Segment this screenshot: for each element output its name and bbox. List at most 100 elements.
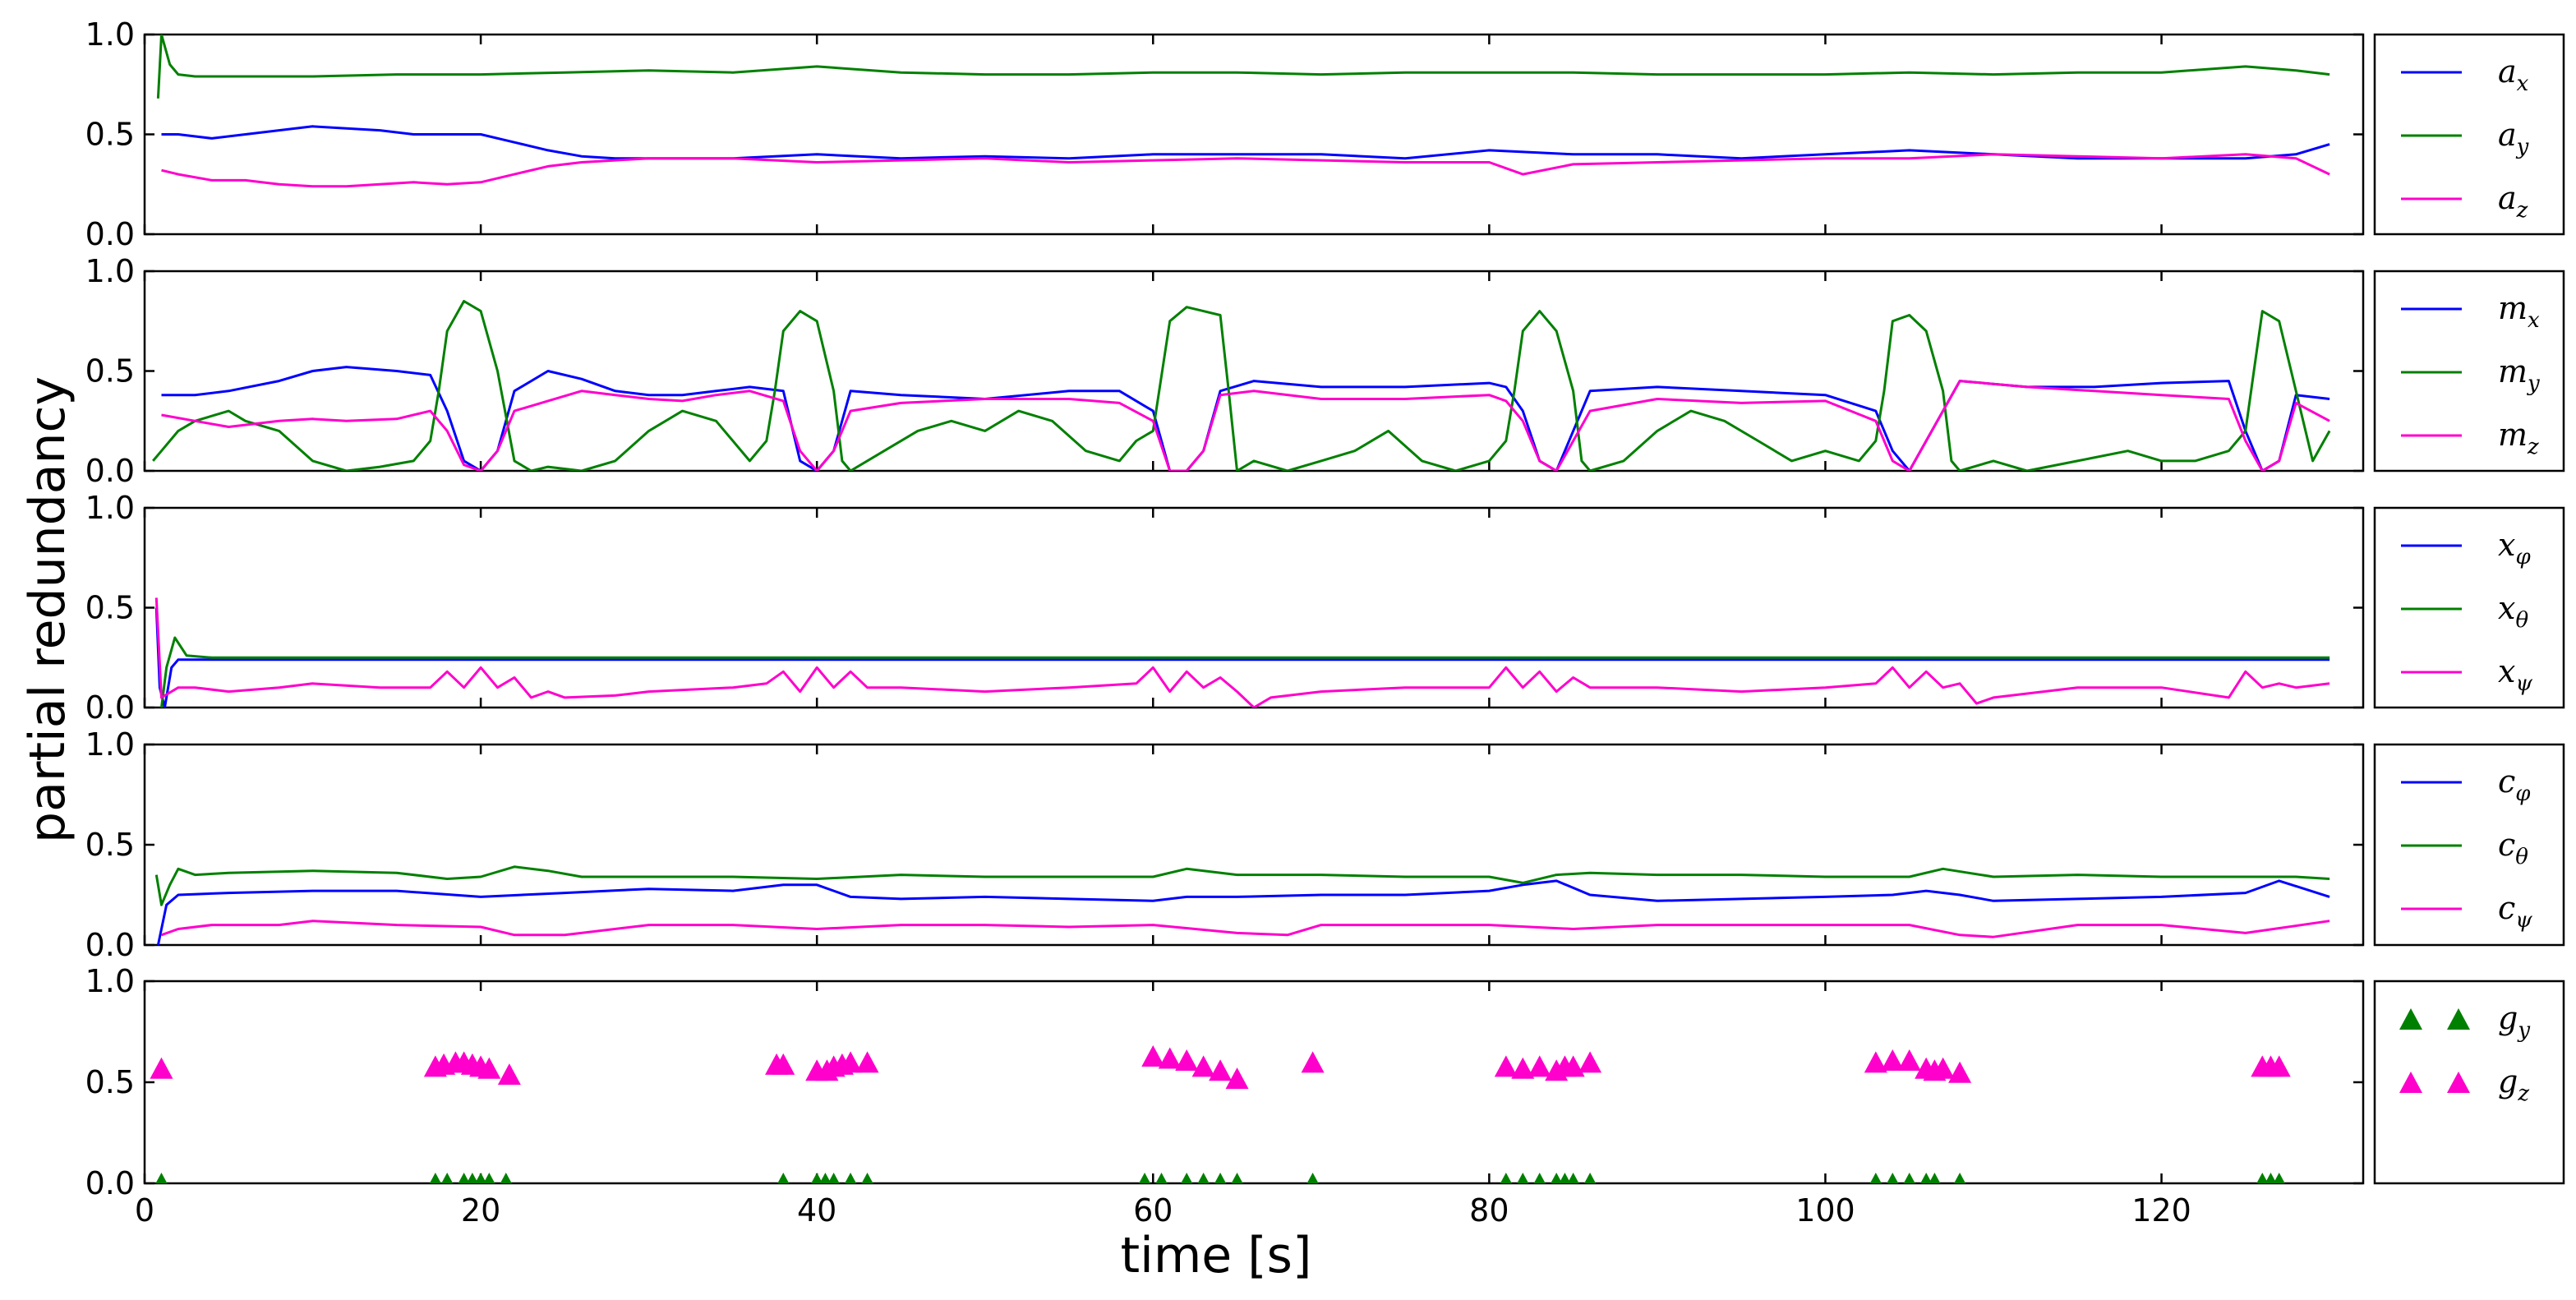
scatter-point-gy	[483, 1173, 495, 1183]
scatter-point-gz	[1158, 1047, 1182, 1069]
legend-label: mz	[2498, 417, 2539, 459]
legend-label: cφ	[2498, 763, 2531, 806]
legend-marker	[2399, 1008, 2422, 1030]
legend-marker	[2447, 1008, 2470, 1030]
scatter-point-gy	[429, 1173, 441, 1183]
scatter-point-gz	[1931, 1057, 1955, 1079]
scatter-point-gz	[1225, 1067, 1249, 1090]
legend-label: mx	[2498, 290, 2540, 333]
series-line-xθ	[160, 636, 2330, 708]
scatter-point-gy	[1533, 1173, 1546, 1183]
scatter-point-gy	[1887, 1173, 1899, 1183]
scatter-point-gz	[1141, 1045, 1165, 1067]
series-line-ax	[161, 125, 2330, 160]
scatter-point-gy	[2256, 1173, 2269, 1183]
scatter-point-gy	[1869, 1173, 1882, 1183]
scatter-point-gz	[1175, 1049, 1199, 1071]
y-tick-label: 1.0	[85, 253, 135, 289]
scatter-point-gz	[839, 1051, 863, 1073]
legend-label: xψ	[2498, 653, 2532, 696]
scatter-point-gy	[811, 1173, 823, 1183]
scatter-point-gy	[1920, 1173, 1933, 1183]
legend-marker	[2399, 1072, 2422, 1093]
scatter-point-gz	[1897, 1049, 1921, 1071]
series-line-xφ	[154, 607, 2330, 708]
series-line-cφ	[156, 879, 2330, 945]
scatter-point-gz	[1948, 1061, 1972, 1083]
panel-m: 0.0 0.5 1.0 mx my mz	[85, 253, 2565, 489]
x-tick-label: 60	[1133, 1192, 1173, 1229]
scatter-point-gy	[475, 1173, 487, 1183]
scatter-point-gy	[845, 1173, 857, 1183]
x-tick-label: 120	[2131, 1192, 2191, 1229]
y-tick-label: 0.0	[85, 453, 135, 489]
scatter-point-gz	[1578, 1051, 1602, 1073]
x-tick-label: 100	[1795, 1192, 1855, 1229]
legend-label: gz	[2498, 1063, 2529, 1106]
scatter-point-gy	[1584, 1173, 1597, 1183]
legend-x: xφ xθ xψ	[2373, 506, 2565, 709]
y-axis-label: partial redundancy	[19, 376, 76, 843]
scatter-point-gz	[2267, 1055, 2291, 1077]
series-group	[156, 35, 2330, 188]
scatter-point-gy	[1567, 1173, 1579, 1183]
y-tick-label: 0.5	[85, 827, 135, 863]
legend-label: cθ	[2498, 827, 2528, 869]
scatter-point-gy	[827, 1173, 840, 1183]
scatter-point-gy	[2273, 1173, 2285, 1183]
legend-m: mx my mz	[2373, 270, 2565, 473]
y-tick-label: 1.0	[85, 16, 135, 53]
scatter-point-gy	[1903, 1173, 1915, 1183]
scatter-point-gy	[1500, 1173, 1512, 1183]
series-group	[150, 1045, 2291, 1183]
scatter-point-gy	[1306, 1173, 1319, 1183]
plot-area	[143, 980, 2365, 1185]
scatter-point-gy	[466, 1173, 478, 1183]
scatter-point-gz	[1561, 1055, 1585, 1077]
scatter-point-gy	[777, 1173, 790, 1183]
scatter-point-gy	[1929, 1173, 1941, 1183]
scatter-point-gz	[1881, 1049, 1905, 1071]
x-tick-label: 20	[461, 1192, 500, 1229]
plot-area	[143, 506, 2365, 709]
x-axis-label: time [s]	[1121, 1227, 1312, 1284]
legend-label: xφ	[2498, 527, 2531, 569]
scatter-point-gz	[150, 1057, 173, 1079]
series-group	[154, 865, 2330, 945]
legend-label: xθ	[2498, 590, 2528, 633]
y-tick-label: 0.5	[85, 590, 135, 626]
legend-label: az	[2498, 180, 2528, 223]
scatter-point-gy	[1181, 1173, 1193, 1183]
scatter-point-gz	[497, 1063, 521, 1086]
y-tick-label: 0.0	[85, 216, 135, 252]
x-tick-label: 80	[1469, 1192, 1509, 1229]
plot-area	[143, 270, 2365, 473]
plot-area	[143, 743, 2365, 947]
plot-area	[143, 33, 2365, 236]
y-tick-label: 0.5	[85, 353, 135, 390]
panel-x: 0.0 0.5 1.0 xφ xθ xψ	[85, 490, 2565, 726]
legend-marker	[2447, 1072, 2470, 1093]
scatter-point-gy	[1954, 1173, 1966, 1183]
series-line-ay	[156, 35, 2330, 99]
y-tick-label: 0.0	[85, 1165, 135, 1201]
scatter-point-gy	[1517, 1173, 1529, 1183]
scatter-point-gy	[1197, 1173, 1210, 1183]
series-line-xψ	[154, 597, 2330, 708]
legend-c: cφ cθ cψ	[2373, 743, 2565, 947]
scatter-point-gy	[1231, 1173, 1243, 1183]
series-line-cθ	[154, 865, 2330, 906]
scatter-point-gz	[855, 1051, 879, 1073]
x-tick-label: 40	[797, 1192, 836, 1229]
legend-box	[2373, 980, 2565, 1185]
scatter-point-gz	[1209, 1059, 1233, 1081]
scatter-point-gz	[1301, 1051, 1325, 1073]
legend-label: cψ	[2498, 890, 2532, 933]
y-tick-label: 1.0	[85, 963, 135, 999]
panel-g: 0.0 0.5 1.0 0 20 40 60 80 100 120 gy gz	[85, 963, 2565, 1229]
scatter-point-gy	[1214, 1173, 1227, 1183]
series-line-cψ	[160, 920, 2330, 938]
chart-panels: 0.0 0.5 1.0 ax ay az 0.0 0.5 1.0 mx my mz 0.0 0.5 1.0 x…	[85, 16, 2565, 1229]
y-tick-label: 1.0	[85, 726, 135, 763]
